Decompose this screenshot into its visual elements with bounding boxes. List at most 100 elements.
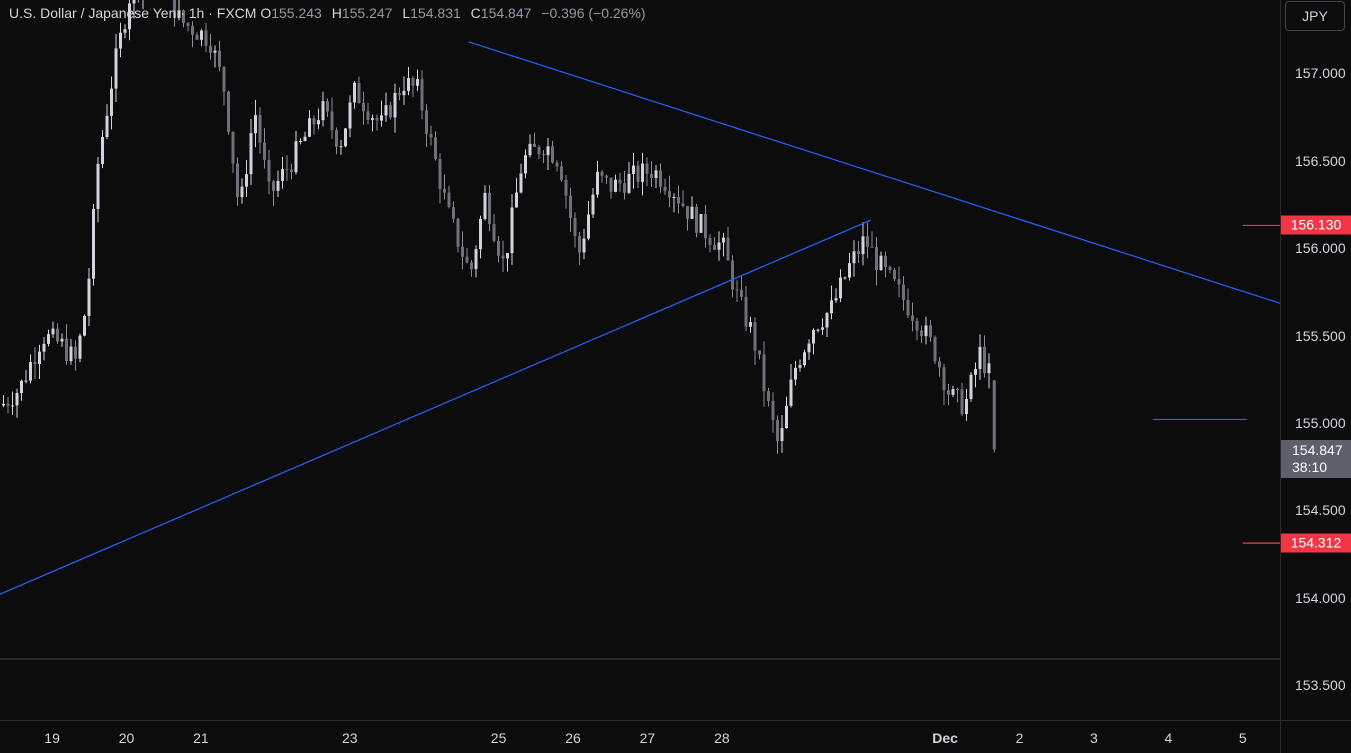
symbol-legend: U.S. Dollar / Japanese Yen · 1h · FXCM O… [9, 5, 646, 21]
support-price-tag: 154.312 [1281, 533, 1351, 553]
candle-body [695, 206, 698, 233]
candle-body [663, 186, 667, 192]
candle-body [123, 29, 127, 33]
current-price: 154.847 [1292, 441, 1343, 458]
candle-body [623, 183, 626, 193]
symbol-title[interactable]: U.S. Dollar / Japanese Yen · 1h · FXCM [9, 5, 257, 21]
candle-body [465, 256, 469, 263]
candle-body [650, 173, 653, 179]
candle-body [209, 45, 212, 53]
price-axis[interactable]: 157.000 156.500 156.000 155.500 155.000 154.5… [1280, 0, 1351, 720]
candle-body [191, 25, 194, 35]
price-tick: 156.500 [1295, 152, 1346, 169]
candle-body [92, 209, 95, 279]
candle-body [672, 197, 676, 199]
candle-body [596, 171, 599, 195]
candle-body [929, 325, 932, 338]
candle-body [33, 362, 37, 364]
candle-body [240, 186, 244, 198]
candle-body [528, 143, 532, 156]
candle-body [101, 136, 104, 164]
candle-body [506, 253, 509, 259]
candle-body [960, 389, 964, 415]
candle-body [362, 103, 365, 112]
candle-body [393, 93, 397, 118]
candle-body [330, 111, 334, 131]
candle-body [735, 289, 739, 291]
candle-body [830, 300, 833, 314]
candle-body [942, 367, 946, 391]
candle-body [317, 120, 320, 125]
close-label: C [470, 5, 481, 21]
candle-body [267, 159, 271, 182]
candle-body [803, 352, 806, 366]
candle-body [290, 169, 293, 173]
lower-trendline[interactable] [0, 219, 871, 595]
candle-body [933, 337, 937, 362]
candle-body [956, 389, 959, 391]
candle-body [119, 32, 122, 49]
candle-body [438, 159, 442, 190]
time-tick: 3 [1090, 730, 1098, 746]
time-tick: 23 [341, 730, 358, 746]
candle-body [879, 255, 883, 270]
last-candle-body [992, 380, 996, 450]
high-value: 155.247 [341, 5, 393, 21]
candle-body [195, 34, 199, 40]
candle-body [83, 315, 86, 336]
candle-body [605, 175, 608, 178]
candle-body [222, 67, 226, 92]
candle-body [420, 79, 424, 111]
candle-body [690, 206, 694, 219]
price-chart[interactable] [0, 0, 1280, 720]
candle-body [69, 346, 73, 361]
candle-body [281, 169, 284, 181]
candle-body [969, 374, 973, 399]
chart-area[interactable]: U.S. Dollar / Japanese Yen · 1h · FXCM O… [0, 0, 1280, 720]
current-price-tag: 154.847 38:10 [1281, 439, 1351, 478]
currency-button[interactable]: JPY [1285, 1, 1345, 31]
candle-body [600, 171, 604, 176]
candle-body [303, 136, 307, 142]
low-value: 154.831 [410, 5, 461, 21]
candle-body [182, 10, 185, 24]
candle-body [335, 130, 338, 147]
price-tick: 157.000 [1295, 65, 1346, 82]
candle-body [519, 173, 523, 193]
upper-trendline[interactable] [468, 41, 1280, 313]
candle-body [861, 236, 865, 254]
candle-body [582, 238, 586, 253]
candle-body [200, 30, 203, 40]
candle-body [249, 133, 253, 175]
candle-body [398, 93, 401, 96]
candle-body [983, 346, 986, 374]
time-axis[interactable]: 19 20 21 23 25 26 27 28 Dec 2 3 4 5 [0, 720, 1280, 753]
time-tick: 19 [44, 730, 60, 746]
time-tick: 4 [1164, 730, 1173, 746]
candle-body [888, 266, 892, 270]
candle-body [744, 296, 748, 327]
candle-body [443, 189, 446, 193]
candle-body [488, 192, 491, 225]
price-tick: 153.500 [1295, 677, 1346, 694]
candle-body [348, 102, 352, 129]
candle-body [569, 195, 572, 218]
drawings-group [0, 41, 1280, 595]
candle-body [834, 298, 838, 301]
candle-body [564, 179, 568, 196]
candle-body [425, 110, 428, 135]
candle-body [938, 361, 941, 368]
candle-body [429, 134, 433, 138]
candle-body [402, 90, 406, 96]
candle-body [132, 0, 136, 4]
candle-body [699, 214, 703, 233]
candle-body [857, 251, 860, 254]
candle-body [110, 88, 113, 116]
high-label: H [331, 5, 342, 21]
candle-body [389, 105, 392, 118]
candle-body [492, 224, 496, 241]
time-tick: Dec [932, 730, 958, 746]
candle-body [807, 343, 811, 353]
candle-body [920, 330, 923, 337]
candle-body [731, 260, 734, 290]
